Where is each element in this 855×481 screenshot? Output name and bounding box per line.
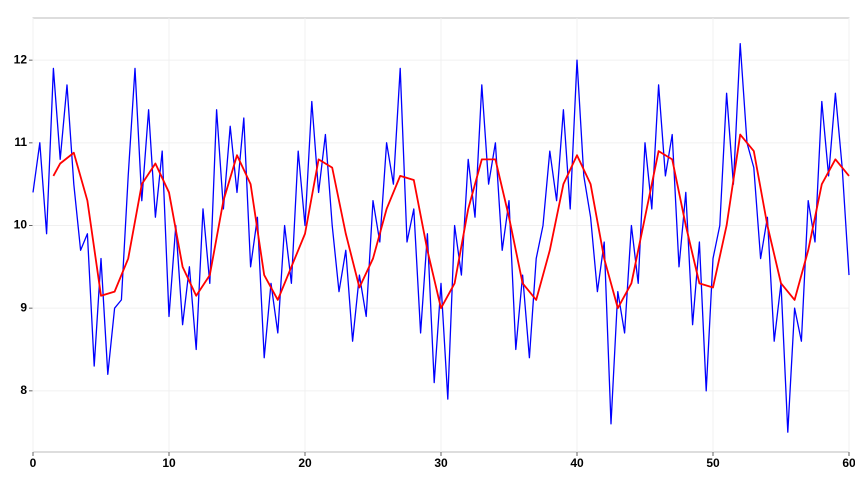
data-line: [32, 42, 850, 433]
x-tick-label: 10: [162, 456, 176, 470]
y-tick-label: 8: [20, 383, 27, 397]
x-tick-label: 30: [434, 456, 448, 470]
x-tick-label: 40: [570, 456, 584, 470]
y-tick-label: 10: [14, 218, 28, 232]
x-tick-label: 20: [298, 456, 312, 470]
y-tick-label: 11: [14, 135, 27, 149]
y-tick-label: 12: [14, 52, 28, 66]
data-line: [52, 133, 850, 310]
x-tick-label: 0: [30, 456, 37, 470]
x-tick-label: 50: [706, 456, 720, 470]
y-tick-label: 9: [20, 300, 27, 314]
x-tick-label: 60: [842, 456, 855, 470]
